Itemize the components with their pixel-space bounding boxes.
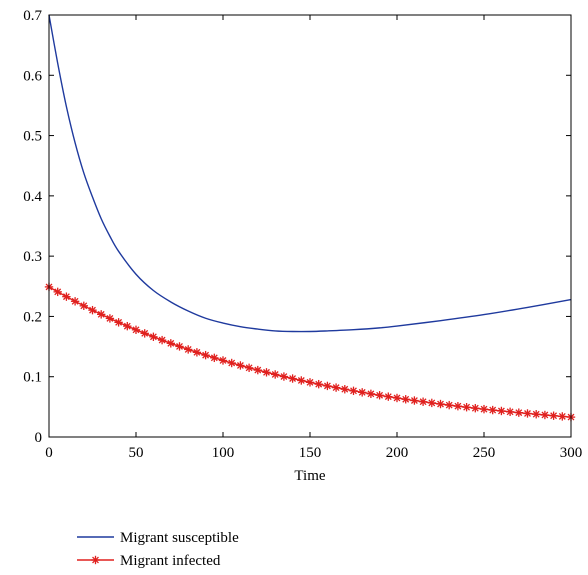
legend: Migrant susceptible Migrant infected [77,530,239,569]
plot-frame [48,14,572,438]
point-marker-infected [514,408,523,417]
point-marker-infected [540,410,550,420]
x-tick-label: 50 [129,445,144,461]
x-tick-label: 100 [212,445,235,461]
point-marker-infected [140,329,149,338]
point-marker-infected [340,385,349,394]
point-marker-infected [479,404,489,414]
point-marker-infected [201,350,210,360]
y-tick-label: 0.3 [23,249,42,265]
point-marker-infected [166,339,175,348]
y-tick-label: 0.7 [23,8,42,24]
point-marker-infected [384,392,393,401]
x-tick-label: 250 [473,445,496,461]
point-marker-infected [297,376,306,385]
y-tick-label: 0.1 [23,370,42,386]
point-marker-infected [184,345,193,354]
point-marker-infected [427,398,436,408]
point-marker-infected [331,383,341,392]
legend-asterisk [91,555,100,565]
point-marker-infected [558,412,567,421]
point-marker-infected [114,318,123,327]
legend-label-infected: Migrant infected [120,553,221,569]
point-marker-infected [401,395,410,404]
x-tick-label: 200 [386,445,409,461]
point-marker-infected [358,388,367,397]
point-marker-infected [157,335,167,345]
point-marker-infected [192,348,202,357]
point-marker-infected [227,358,236,368]
point-marker-infected [305,378,315,387]
series-line-infected [48,286,572,418]
series-line-susceptible [48,14,572,333]
legend-label-susceptible: Migrant susceptible [120,530,239,546]
point-marker-infected [149,332,158,341]
point-marker-infected [53,287,62,297]
point-marker-infected [462,402,471,412]
x-tick-label: 0 [45,445,53,461]
point-marker-infected [445,400,454,410]
point-marker-infected [105,314,115,323]
x-tick-label: 300 [560,445,583,461]
point-marker-infected [253,365,262,375]
point-marker-infected [392,393,402,403]
point-marker-infected [70,297,80,306]
point-marker-infected [549,411,558,420]
legend-marker-infected [91,555,100,565]
point-marker-infected [88,305,97,315]
point-marker-infected [62,292,71,301]
point-marker-infected [497,406,506,416]
point-marker-infected [131,325,141,335]
point-marker-infected [375,391,384,400]
point-marker-infected [366,389,376,399]
point-marker-infected [314,379,323,389]
point-marker-infected [323,381,332,391]
point-marker-infected [288,374,297,383]
point-marker-infected [532,410,541,419]
x-axis-label: Time [294,468,325,484]
point-marker-infected [436,399,445,409]
point-marker-infected [410,396,419,405]
point-marker-infected [123,321,132,331]
point-marker-infected [175,342,184,351]
y-tick-label: 0.4 [23,189,42,205]
point-marker-infected [79,301,88,311]
series-layer [44,14,576,422]
x-tick-label: 150 [299,445,322,461]
point-marker-infected [271,370,280,379]
y-tick-label: 0.5 [23,129,42,145]
point-marker-infected [218,356,228,365]
point-marker-infected [349,386,358,396]
point-marker-infected [97,310,106,319]
point-marker-infected [262,368,271,377]
y-tick-label: 0.6 [23,68,42,84]
point-marker-infected [488,405,497,415]
point-marker-infected [244,363,254,373]
ticks-layer: 0 50 100 150 200 250 300 0 0.1 0.2 0.3 0.4 0.5 0.6 0.7 [23,8,582,461]
point-marker-infected [505,407,515,417]
y-tick-label: 0.2 [23,309,42,325]
point-marker-infected [523,409,532,418]
point-marker-infected [418,397,428,406]
point-marker-infected [279,372,289,381]
point-marker-infected [236,361,245,370]
point-marker-infected [453,401,463,411]
point-marker-infected [210,353,219,363]
y-tick-label: 0 [35,430,43,446]
point-marker-infected [471,403,480,413]
